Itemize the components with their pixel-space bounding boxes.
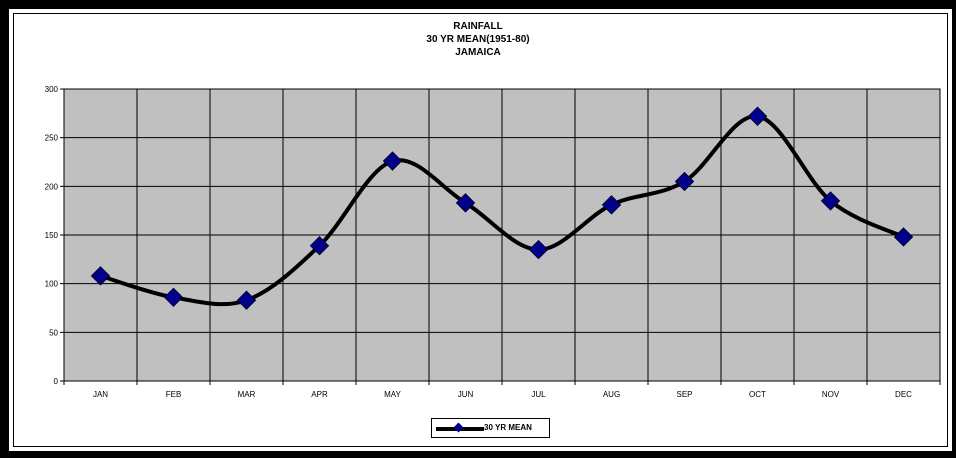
y-tick-label: 150 bbox=[45, 231, 59, 240]
y-tick-label: 300 bbox=[45, 85, 59, 94]
y-tick-label: 50 bbox=[49, 328, 58, 337]
x-tick-label: APR bbox=[311, 390, 328, 399]
x-tick-label: JAN bbox=[93, 390, 108, 399]
x-tick-label: JUN bbox=[458, 390, 474, 399]
y-tick-label: 250 bbox=[45, 134, 59, 143]
chart-titles: RAINFALL 30 YR MEAN(1951-80) JAMAICA bbox=[0, 20, 956, 59]
data-point-marker bbox=[309, 235, 330, 256]
chart-title: RAINFALL bbox=[453, 21, 503, 32]
data-point-marker bbox=[163, 287, 184, 308]
x-tick-label: FEB bbox=[166, 390, 182, 399]
data-point-marker bbox=[90, 266, 111, 286]
x-tick-label: SEP bbox=[676, 390, 692, 399]
data-point-marker bbox=[382, 151, 403, 171]
data-point-marker bbox=[820, 191, 841, 211]
y-tick-label: 200 bbox=[45, 182, 59, 191]
data-point-marker bbox=[747, 106, 768, 126]
data-point-marker bbox=[455, 193, 476, 213]
chart-subtitle-line-2: JAMAICA bbox=[455, 47, 501, 58]
x-tick-label: OCT bbox=[749, 390, 766, 399]
x-tick-label: JUL bbox=[531, 390, 546, 399]
data-point-marker bbox=[893, 227, 914, 247]
y-tick-label: 0 bbox=[54, 377, 59, 386]
chart-subtitle-line-1: 30 YR MEAN(1951-80) bbox=[426, 34, 530, 45]
y-tick-label: 100 bbox=[45, 280, 59, 289]
x-tick-label: NOV bbox=[822, 390, 840, 399]
data-point-marker bbox=[528, 239, 549, 260]
x-tick-label: MAR bbox=[238, 390, 256, 399]
x-tick-label: MAY bbox=[384, 390, 401, 399]
legend: 30 YR MEAN bbox=[431, 418, 550, 438]
x-tick-label: DEC bbox=[895, 390, 912, 399]
data-point-marker bbox=[674, 171, 695, 192]
x-tick-label: AUG bbox=[603, 390, 620, 399]
legend-label: 30 YR MEAN bbox=[484, 423, 532, 432]
data-point-marker bbox=[601, 195, 622, 215]
data-point-marker bbox=[236, 290, 257, 310]
